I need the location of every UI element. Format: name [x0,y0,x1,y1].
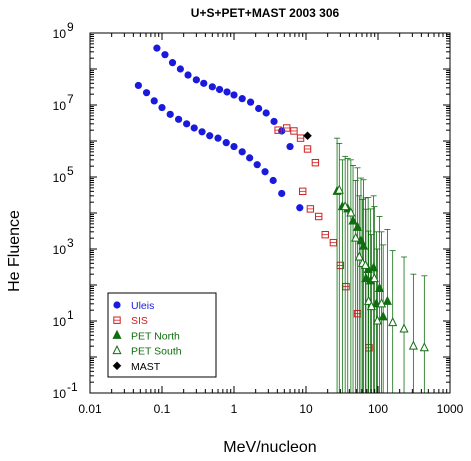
data-point [372,315,382,325]
legend: Uleis SIS PET North PET South MAST [107,292,217,378]
legend-label: PET South [131,346,182,358]
data-point [238,95,246,103]
data-point [200,79,208,87]
y-tick-label: 10 [53,387,67,401]
y-tick-label: 10 [53,243,67,257]
data-point [153,44,161,52]
data-point [150,97,158,105]
data-point [376,298,387,308]
chart-title: U+S+PET+MAST 2003 306 [191,6,340,20]
legend-marker [112,329,122,339]
legend-marker [113,301,121,309]
legend-box [107,292,217,378]
data-point [419,342,429,352]
data-point [198,128,206,136]
data-point [262,109,270,117]
y-tick-exponent: 9 [67,20,74,34]
x-tick-label: 100 [368,402,388,416]
series-pet-south [334,142,429,393]
data-point [183,120,191,128]
data-point [246,98,255,106]
data-point [176,65,184,73]
data-point [388,317,398,327]
data-point [142,89,151,97]
data-point [382,295,392,305]
data-point [369,273,379,283]
x-ticks: 0.01 0.1 1 10 100 1000 [78,33,464,416]
data-point [408,340,418,350]
data-point [222,139,230,147]
data-point [255,104,263,113]
data-point [261,168,269,176]
x-tick-label: 1 [231,402,238,416]
legend-label: PET North [131,330,180,342]
data-point [206,132,214,140]
data-point [296,204,304,212]
data-point [334,184,344,194]
data-point [278,189,286,198]
legend-marker [112,361,122,371]
data-point [360,259,371,269]
series-uleis [134,44,304,212]
data-point [399,323,409,333]
data-point [230,142,238,151]
data-point [270,117,278,126]
legend-label: MAST [131,361,161,373]
data-point [223,88,231,96]
data-point [168,59,177,67]
data-point [192,76,200,84]
y-tick-exponent: -1 [67,380,78,394]
legend-marker [112,344,122,355]
data-point [215,85,224,94]
data-point [174,115,183,123]
x-tick-label: 1000 [437,402,464,416]
y-tick-exponent: 5 [67,164,74,178]
data-point [230,91,238,99]
data-point [161,51,169,59]
y-tick-label: 10 [53,99,67,113]
data-point [238,148,246,156]
x-axis-label: MeV/nucleon [223,439,316,456]
data-point [286,142,294,151]
y-axis-label: He Fluence [6,210,23,292]
data-point [134,81,142,90]
data-point [158,103,166,112]
data-point [364,295,374,305]
y-tick-exponent: 1 [67,308,74,322]
data-point [340,201,350,211]
y-tick-label: 10 [53,315,67,329]
y-tick-exponent: 3 [67,236,74,250]
series-mast [303,131,312,141]
data-point [346,207,356,217]
x-tick-label: 0.1 [154,402,171,416]
y-tick-label: 10 [53,171,67,185]
plot-layer [134,44,429,393]
data-point [378,311,388,321]
data-point [303,131,312,141]
data-point [246,154,254,162]
data-point [184,71,192,79]
data-point [366,301,376,311]
data-point [354,251,364,261]
data-point [214,134,222,142]
y-tick-exponent: 7 [67,92,74,106]
data-point [351,232,361,242]
data-point [208,83,216,91]
data-point [190,124,198,132]
y-tick-label: 10 [53,27,67,41]
data-point [166,110,174,118]
data-point [269,176,277,185]
x-tick-label: 10 [299,402,313,416]
legend-label: Uleis [131,300,154,312]
data-point [253,161,261,169]
x-tick-label: 0.01 [78,402,102,416]
legend-label: SIS [131,315,148,327]
data-point [374,282,385,292]
